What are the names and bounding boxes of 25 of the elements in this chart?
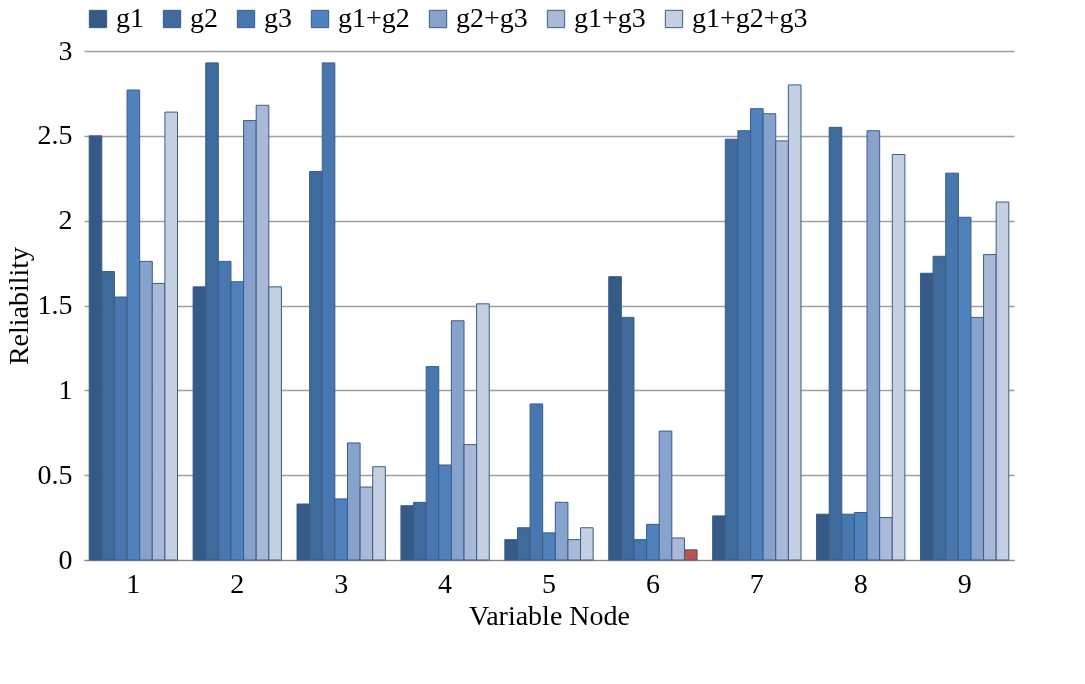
x-axis-title: Variable Node [469, 599, 630, 631]
y-tick-label: 3 [58, 34, 73, 66]
legend-label: g1 [116, 2, 144, 33]
legend-label: g2 [190, 2, 218, 33]
x-tick-label: 9 [957, 567, 972, 599]
y-tick-label: 1 [58, 373, 73, 405]
legend-label: g1+g2+g3 [692, 2, 808, 33]
y-tick-label: 2 [58, 204, 73, 236]
legend-label: g1+g3 [574, 2, 646, 33]
y-tick-label: 0 [58, 543, 73, 575]
x-tick-label: 5 [542, 567, 556, 599]
x-tick-label: 2 [230, 567, 245, 599]
y-tick-label: 1.5 [37, 289, 73, 320]
y-tick-label: 2.5 [37, 119, 73, 151]
x-tick-label: 1 [126, 567, 141, 599]
y-tick-label: 0.5 [37, 458, 73, 490]
x-tick-label: 4 [438, 567, 453, 599]
legend-label: g3 [264, 2, 292, 33]
x-tick-label: 6 [645, 567, 660, 599]
x-tick-label: 8 [853, 567, 868, 599]
y-axis-title: Reliability [2, 246, 34, 366]
x-tick-label: 3 [334, 567, 349, 599]
x-tick-label: 7 [749, 567, 764, 599]
legend-label: g1+g2 [338, 2, 410, 33]
legend-label: g2+g3 [456, 2, 528, 33]
